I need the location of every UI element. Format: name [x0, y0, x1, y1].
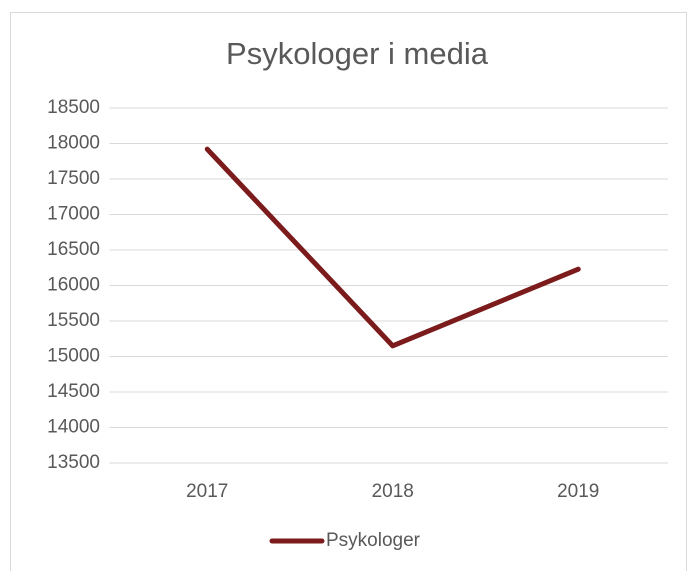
legend-label: Psykologer — [326, 530, 421, 551]
y-tick-label: 18500 — [47, 97, 100, 118]
y-tick-label: 17500 — [47, 168, 100, 189]
data-line — [204, 146, 581, 349]
y-tick-label: 16000 — [47, 275, 100, 296]
x-tick-label: 2019 — [557, 481, 599, 502]
y-tick-label: 15500 — [47, 310, 100, 331]
y-tick-label: 14500 — [47, 381, 100, 402]
chart-border — [10, 12, 687, 571]
x-tick-label: 2018 — [372, 481, 414, 502]
y-tick-label: 14000 — [47, 417, 100, 438]
y-tick-label: 13500 — [47, 452, 100, 473]
x-tick-label: 2017 — [186, 481, 228, 502]
y-tick-label: 15000 — [47, 346, 100, 367]
y-tick-label: 17000 — [47, 204, 100, 225]
chart-title: Psykologer i media — [226, 36, 489, 71]
y-tick-label: 16500 — [47, 239, 100, 260]
y-tick-label: 18000 — [47, 133, 100, 154]
